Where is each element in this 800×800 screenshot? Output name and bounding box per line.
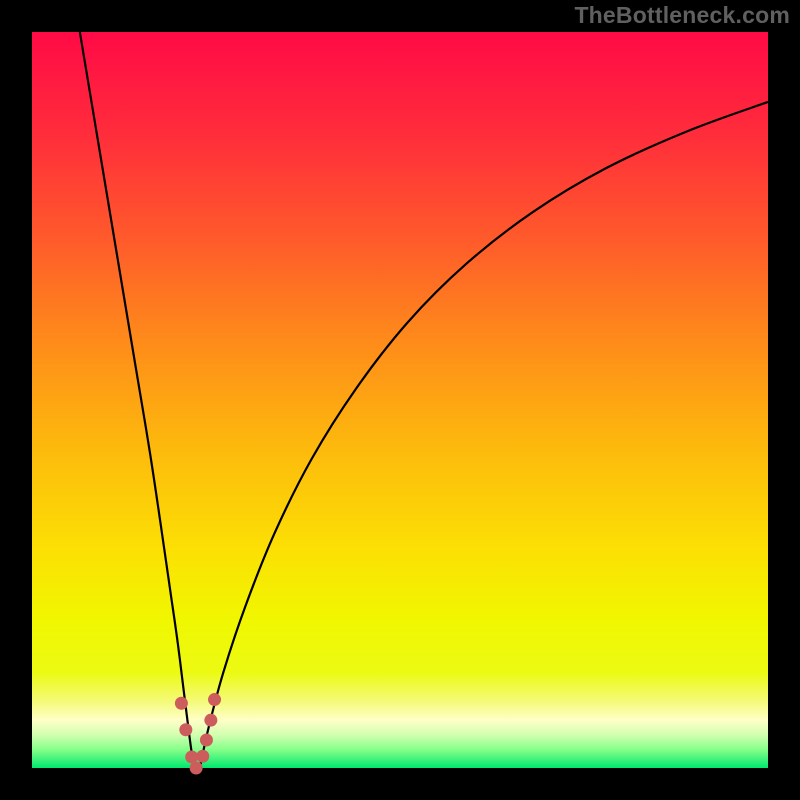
gradient-background (32, 32, 768, 768)
watermark-text: TheBottleneck.com (574, 2, 790, 29)
dot (208, 693, 221, 706)
dot (196, 750, 209, 763)
dot (190, 762, 203, 775)
dot (200, 734, 213, 747)
dot (179, 723, 192, 736)
bottleneck-plot (0, 0, 800, 800)
dot (204, 714, 217, 727)
chart-container: TheBottleneck.com (0, 0, 800, 800)
dot (175, 697, 188, 710)
